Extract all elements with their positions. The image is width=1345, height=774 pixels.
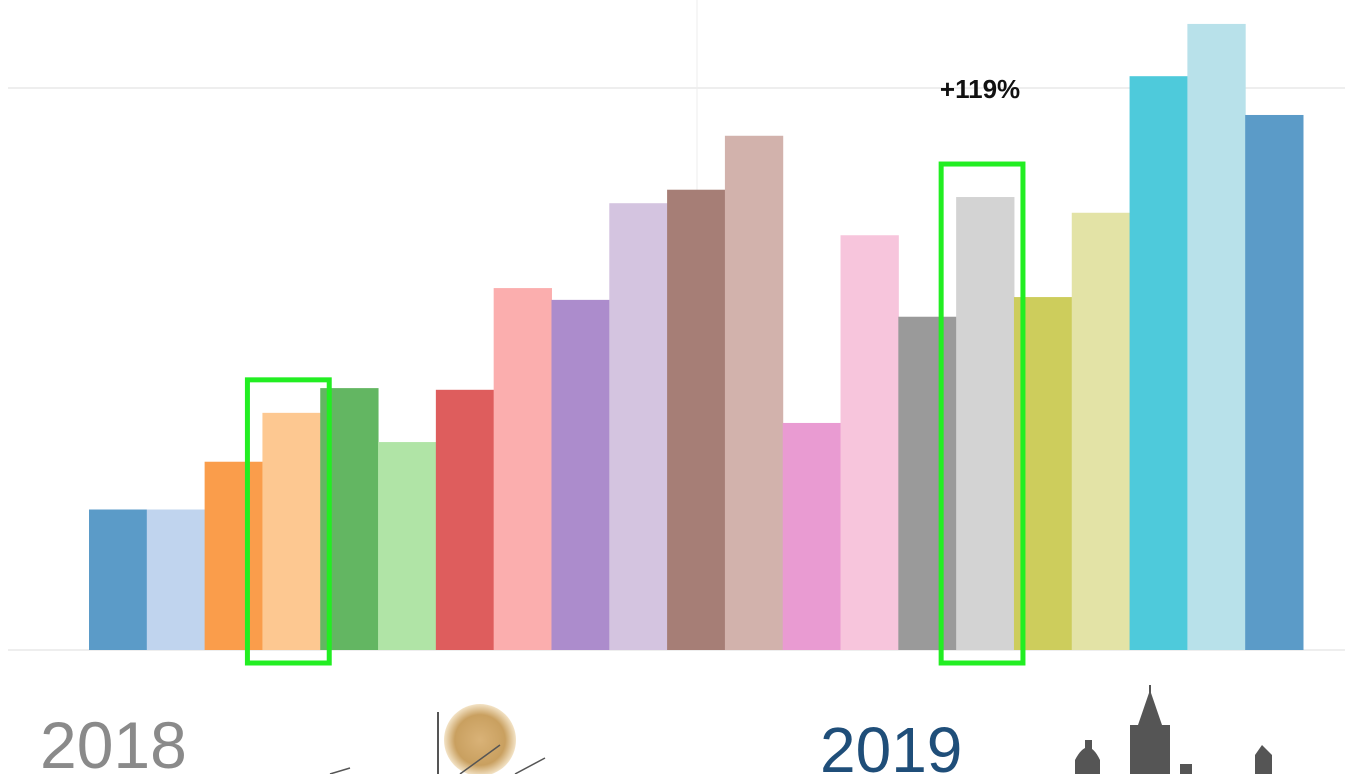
bar	[841, 235, 899, 650]
bar	[147, 510, 205, 651]
bar	[725, 136, 783, 650]
bar	[1245, 115, 1303, 650]
bar	[89, 510, 147, 651]
annotation: +119%	[940, 74, 1020, 104]
bar	[1072, 213, 1130, 650]
bar	[956, 197, 1014, 650]
year-label: 2019	[820, 714, 962, 774]
bar	[783, 423, 841, 650]
bar	[1187, 24, 1245, 650]
chart: +119% 2018 2019	[0, 0, 1345, 774]
bar	[378, 442, 436, 650]
bar	[436, 390, 494, 650]
bar	[494, 288, 552, 650]
bar	[262, 413, 320, 650]
bar	[551, 300, 609, 650]
bar	[205, 462, 263, 650]
church-icons	[1075, 685, 1272, 774]
sun-icon	[330, 704, 545, 774]
page: {"chart_data": {"type": "bar", "values":…	[0, 0, 1345, 774]
bar	[609, 203, 667, 650]
bar	[898, 317, 956, 650]
year-label: 2018	[40, 708, 187, 774]
bar	[1130, 76, 1188, 650]
bar	[667, 190, 725, 650]
